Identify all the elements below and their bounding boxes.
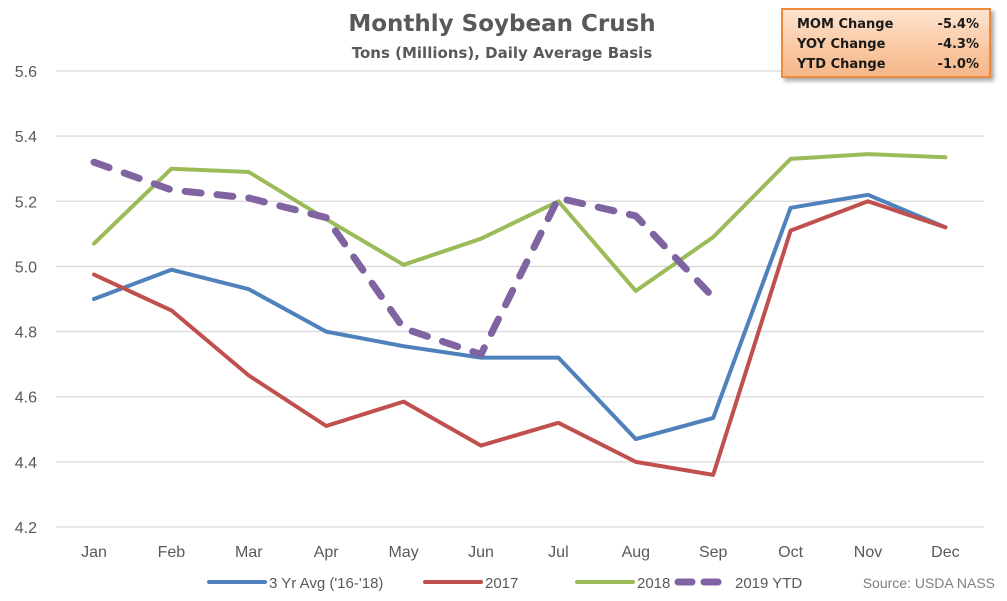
x-axis: Jan Feb Mar Apr May Jun Jul Aug Sep Oct Nov Dec	[81, 544, 960, 561]
stat-row-ytd: YTD Change -1.0%	[797, 55, 979, 75]
y-axis: 4.2 4.4 4.6 4.8 5.0 5.2 5.4 5.6	[15, 64, 37, 537]
y-tick-label: 4.8	[15, 325, 37, 342]
x-tick-label: Jan	[81, 544, 107, 561]
y-tick-label: 4.4	[15, 455, 37, 472]
chart-subtitle: Tons (Millions), Daily Average Basis	[352, 44, 653, 62]
legend-label: 3 Yr Avg ('16-'18)	[269, 575, 383, 592]
chart-title: Monthly Soybean Crush	[348, 11, 655, 37]
y-tick-label: 5.4	[15, 129, 37, 146]
x-tick-label: Dec	[931, 544, 959, 561]
legend: 3 Yr Avg ('16-'18) 2017 2018 2019 YTD	[207, 575, 802, 592]
legend-label: 2018	[637, 575, 670, 592]
legend-label: 2017	[485, 575, 518, 592]
x-tick-label: Jun	[468, 544, 494, 561]
change-stats-box: MOM Change -5.4% YOY Change -4.3% YTD Ch…	[781, 8, 991, 78]
series-line-0	[92, 192, 948, 442]
stat-row-yoy: YOY Change -4.3%	[797, 35, 979, 55]
stat-row-mom: MOM Change -5.4%	[797, 15, 979, 35]
series-lines	[90, 152, 948, 477]
legend-label: 2019 YTD	[735, 575, 802, 592]
source-note: Source: USDA NASS	[863, 575, 995, 591]
stat-label: MOM Change	[797, 17, 894, 32]
stat-value: -1.0%	[937, 57, 979, 72]
x-tick-label: Mar	[235, 544, 263, 561]
y-tick-label: 4.6	[15, 390, 37, 407]
series-line-1	[92, 199, 948, 477]
x-tick-label: May	[388, 544, 418, 561]
series-line-2	[92, 152, 948, 293]
stat-value: -5.4%	[937, 17, 979, 32]
x-tick-label: Oct	[778, 544, 803, 561]
x-tick-label: Sep	[699, 544, 728, 561]
x-tick-label: Feb	[158, 544, 186, 561]
y-tick-label: 5.2	[15, 194, 37, 211]
series-line-3	[90, 158, 717, 358]
y-tick-label: 4.2	[15, 520, 37, 537]
stat-label: YOY Change	[797, 37, 886, 52]
x-tick-label: Jul	[548, 544, 568, 561]
stat-value: -4.3%	[937, 37, 979, 52]
x-tick-label: Apr	[314, 544, 340, 561]
y-tick-label: 5.6	[15, 64, 37, 81]
y-tick-label: 5.0	[15, 259, 37, 276]
stat-label: YTD Change	[797, 57, 886, 72]
x-tick-label: Nov	[854, 544, 882, 561]
x-tick-label: Aug	[622, 544, 650, 561]
gridlines	[56, 70, 984, 528]
